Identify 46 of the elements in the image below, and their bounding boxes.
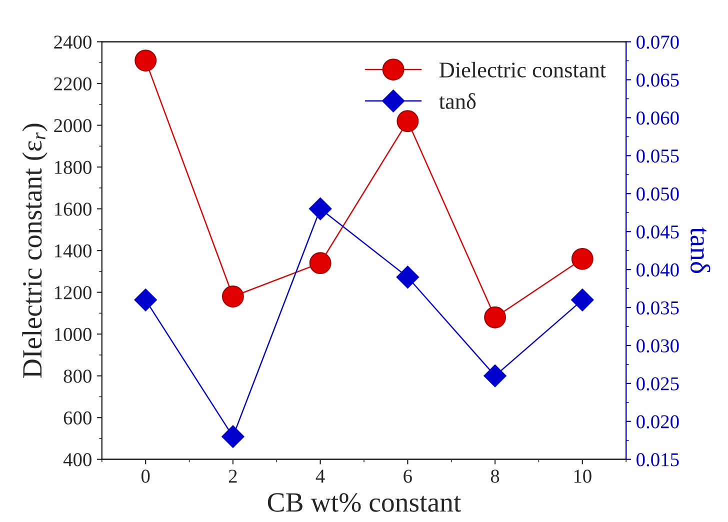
legend-label: Dielectric constant xyxy=(440,62,606,78)
y2-tick-label: 0.050 xyxy=(636,187,679,201)
y-tick-label: 1800 xyxy=(55,160,92,174)
point xyxy=(222,425,244,448)
y-tick-label: 1400 xyxy=(55,244,92,258)
point xyxy=(571,248,594,270)
point xyxy=(222,286,244,308)
y2-axis-title: tanδ xyxy=(690,227,710,274)
point xyxy=(309,252,332,274)
point xyxy=(484,364,506,388)
point xyxy=(396,110,419,132)
x-tick-label: 0 xyxy=(141,470,150,483)
x-tick-label: 8 xyxy=(490,470,500,483)
y-tick-label: 400 xyxy=(63,453,92,466)
point xyxy=(396,266,420,288)
y-tick-label: 600 xyxy=(64,411,92,425)
x-tick-label: 6 xyxy=(404,470,412,483)
y2-tick-label: 0.025 xyxy=(636,377,679,390)
y-tick-label: 800 xyxy=(64,370,92,383)
y-tick-label: 2200 xyxy=(54,77,92,90)
y2-tick-label: 0.030 xyxy=(636,339,679,352)
y-tick-label: 2400 xyxy=(54,36,92,49)
y2-tick-label: 0.020 xyxy=(636,415,679,428)
x-axis-title: CB wt% constant xyxy=(268,493,462,512)
x-tick-label: 2 xyxy=(228,470,237,483)
x-tick-label: 4 xyxy=(316,470,325,483)
y-axis-title: DIelectric constant (ε$_{r}$) xyxy=(22,124,48,378)
y2-tick-label: 0.040 xyxy=(636,263,679,277)
y-tick-label: 1200 xyxy=(55,286,92,300)
legend-label: tanδ xyxy=(439,93,476,109)
y-tick-label: 2000 xyxy=(54,119,92,132)
y2-tick-label: 0.045 xyxy=(636,225,679,239)
y2-tick-label: 0.070 xyxy=(636,36,679,49)
x-tick-label: 10 xyxy=(574,470,592,483)
y-tick-label: 1600 xyxy=(55,202,92,216)
y2-tick-label: 0.065 xyxy=(636,74,679,87)
point xyxy=(134,288,157,312)
y2-tick-label: 0.055 xyxy=(636,149,679,163)
point xyxy=(134,50,157,72)
y-tick-label: 1000 xyxy=(55,328,92,342)
point xyxy=(308,197,332,220)
y2-tick-label: 0.035 xyxy=(636,301,679,315)
y2-tick-label: 0.060 xyxy=(636,112,679,125)
y2-tick-label: 0.015 xyxy=(636,453,679,466)
point xyxy=(484,306,506,328)
point xyxy=(571,288,594,312)
